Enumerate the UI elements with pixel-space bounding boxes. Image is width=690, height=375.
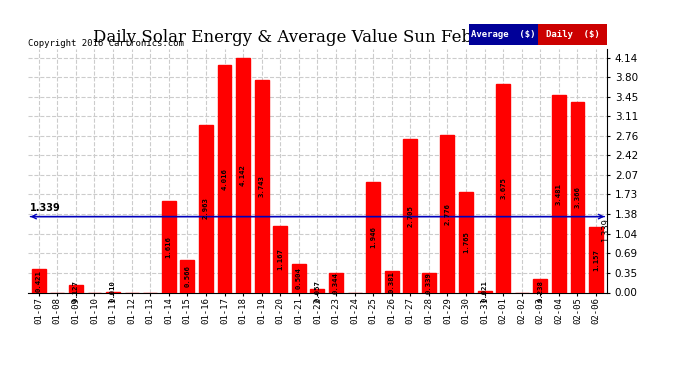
Bar (329, 273, 343, 292)
Text: 3.743: 3.743 (259, 176, 265, 197)
Text: 2.776: 2.776 (444, 203, 451, 225)
Text: 1.946: 1.946 (370, 226, 376, 248)
Text: 1.765: 1.765 (463, 231, 469, 254)
Bar (404, 139, 417, 292)
FancyBboxPatch shape (469, 24, 538, 45)
Bar (69, 285, 83, 292)
Text: 4.142: 4.142 (240, 164, 246, 186)
Bar (422, 273, 436, 292)
Text: 4.016: 4.016 (221, 168, 228, 190)
Bar (292, 264, 306, 292)
Text: 1.167: 1.167 (277, 249, 284, 270)
Bar (571, 102, 584, 292)
Bar (199, 124, 213, 292)
Text: 0.504: 0.504 (296, 267, 302, 289)
Text: 0.566: 0.566 (184, 266, 190, 287)
Text: 0.381: 0.381 (388, 271, 395, 292)
Text: 2.705: 2.705 (407, 205, 413, 227)
Text: Copyright 2016 Cartronics.com: Copyright 2016 Cartronics.com (28, 39, 184, 48)
Text: 0.339: 0.339 (426, 272, 432, 294)
Text: 0.127: 0.127 (73, 280, 79, 302)
Bar (273, 226, 287, 292)
Text: Average  ($): Average ($) (471, 30, 536, 39)
Text: 1.339: 1.339 (601, 218, 610, 242)
Text: 0.421: 0.421 (36, 270, 42, 291)
Bar (217, 65, 231, 292)
Text: 0.344: 0.344 (333, 272, 339, 294)
Text: Daily  ($): Daily ($) (546, 30, 600, 39)
Text: 1.616: 1.616 (166, 236, 172, 258)
Bar (236, 58, 250, 292)
Text: 3.481: 3.481 (556, 183, 562, 205)
Text: 0.021: 0.021 (482, 280, 488, 302)
Bar (459, 192, 473, 292)
Bar (32, 268, 46, 292)
Text: 3.366: 3.366 (575, 186, 580, 208)
Bar (589, 227, 603, 292)
Text: 0.238: 0.238 (538, 280, 543, 302)
Bar (496, 84, 510, 292)
Bar (477, 291, 491, 292)
Text: 0.010: 0.010 (110, 280, 116, 302)
Text: 0.057: 0.057 (315, 280, 320, 302)
Text: 2.963: 2.963 (203, 198, 209, 219)
Bar (552, 95, 566, 292)
Bar (162, 201, 176, 292)
Text: 3.675: 3.675 (500, 177, 506, 199)
Text: 1.339: 1.339 (30, 203, 60, 213)
Bar (385, 271, 399, 292)
Bar (255, 80, 268, 292)
FancyBboxPatch shape (538, 24, 607, 45)
Bar (533, 279, 547, 292)
Bar (310, 289, 324, 292)
Bar (366, 182, 380, 292)
Title: Daily Solar Energy & Average Value Sun Feb 7 17:17: Daily Solar Energy & Average Value Sun F… (93, 29, 542, 46)
Bar (440, 135, 455, 292)
Bar (180, 260, 195, 292)
Text: 1.157: 1.157 (593, 249, 599, 271)
